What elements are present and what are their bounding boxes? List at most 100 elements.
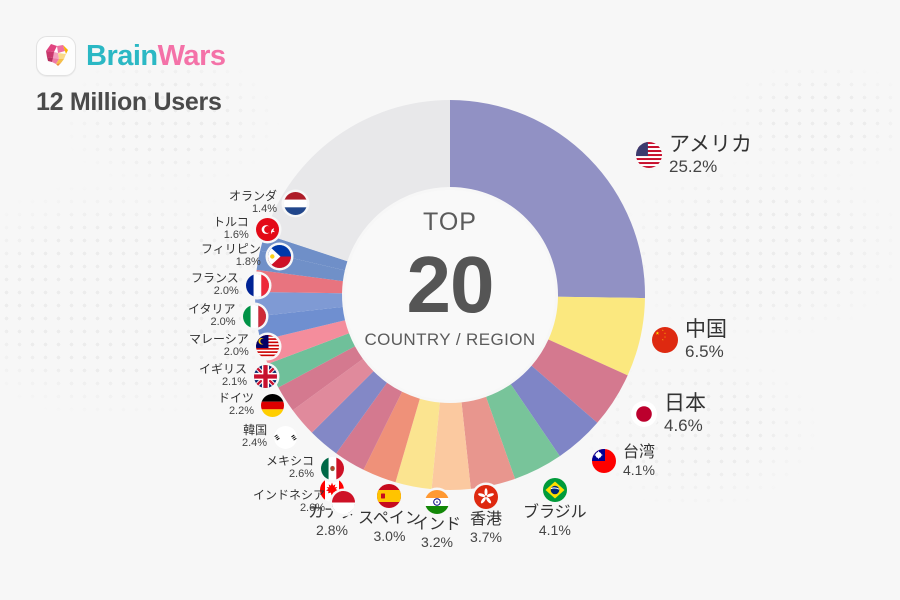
brand-block: BrainWars 12 Million Users <box>36 36 226 117</box>
donut-slice[interactable] <box>278 346 363 411</box>
legend-label: オランダ <box>229 189 278 203</box>
legend-percent: 2.0% <box>210 316 236 329</box>
donut-hole <box>345 190 555 400</box>
legend-item-malaysia[interactable]: マレーシア 2.0% <box>189 332 279 359</box>
legend-item-uk[interactable]: イギリス 2.1% <box>199 362 278 389</box>
kr-flag-icon <box>274 425 298 449</box>
legend-item-korea[interactable]: 韓国 2.4% <box>242 423 298 450</box>
donut-slice[interactable] <box>363 391 420 483</box>
legend-item-indonesia[interactable]: インドネシア 2.6% <box>253 488 356 515</box>
donut-slice[interactable] <box>450 100 645 299</box>
legend-label: イタリア <box>188 302 236 316</box>
legend-item-hongkong[interactable]: 香港 3.7% <box>470 485 502 545</box>
legend-label: 日本 <box>664 392 706 415</box>
legend-percent: 2.0% <box>213 285 239 298</box>
legend-label: ドイツ <box>218 391 255 405</box>
legend-label: スペイン <box>358 510 421 527</box>
center-bottom-label: COUNTRY / REGION <box>364 330 535 349</box>
legend-label: アメリカ <box>669 133 752 156</box>
legend-item-japan[interactable]: 日本 4.6% <box>631 392 706 435</box>
legend-percent: 2.4% <box>242 437 268 450</box>
donut-slice[interactable] <box>264 100 450 262</box>
legend-percent: 25.2% <box>669 156 718 176</box>
ph-flag-icon <box>267 244 291 268</box>
legend-label: 中国 <box>685 318 727 341</box>
donut-slice[interactable] <box>336 382 403 470</box>
tw-flag-icon <box>592 449 616 473</box>
donut-slice[interactable] <box>431 402 471 490</box>
legend-item-canada[interactable]: カナダ 2.8% <box>308 478 356 538</box>
legend-label: メキシコ <box>266 454 315 468</box>
legend-percent: 2.6% <box>299 502 326 515</box>
center-number: 20 <box>407 240 494 329</box>
legend-item-germany[interactable]: ドイツ 2.2% <box>218 391 285 418</box>
legend-label: マレーシア <box>189 332 249 346</box>
legend-percent: 2.8% <box>316 521 348 538</box>
user-count-subtitle: 12 Million Users <box>36 88 222 116</box>
legend-label: フィリピン <box>201 242 261 256</box>
jp-flag-icon <box>631 400 657 427</box>
donut-slice[interactable] <box>255 291 343 317</box>
legend-label: インド <box>413 516 462 533</box>
donut-slice[interactable] <box>311 371 387 454</box>
legend-percent: 6.5% <box>685 341 724 361</box>
donut-slice[interactable] <box>267 333 355 388</box>
donut-slice[interactable] <box>510 365 598 457</box>
legend-item-china[interactable]: 中国 6.5% <box>652 318 727 361</box>
donut-slice[interactable] <box>531 339 628 423</box>
legend-item-brazil[interactable]: ブラジル 4.1% <box>523 478 587 538</box>
donut-slice[interactable] <box>260 234 348 271</box>
gb-flag-icon <box>254 364 278 388</box>
mx-flag-icon <box>321 456 345 480</box>
legend-label: 台湾 <box>623 444 656 461</box>
nl-flag-icon <box>284 191 308 215</box>
donut-chart: TOP 20 COUNTRY / REGION <box>255 100 645 490</box>
legend-item-india[interactable]: インド 3.2% <box>413 490 461 550</box>
legend-item-philippines[interactable]: フィリピン 1.8% <box>201 242 291 269</box>
donut-slice-group <box>255 100 645 490</box>
legend-label: イギリス <box>199 362 248 376</box>
legend-percent: 4.1% <box>623 461 655 478</box>
legend-percent: 1.8% <box>235 256 261 269</box>
cn-flag-icon <box>652 326 678 353</box>
legend-item-mexico[interactable]: メキシコ 2.6% <box>266 454 345 481</box>
donut-slice[interactable] <box>255 269 343 294</box>
hk-flag-icon <box>474 485 498 509</box>
legend-item-taiwan[interactable]: 台湾 4.1% <box>592 444 655 478</box>
id-flag-icon <box>332 490 356 514</box>
legend-percent: 3.2% <box>421 533 453 550</box>
legend-label: 韓国 <box>243 423 268 437</box>
brain-icon <box>42 41 70 72</box>
my-flag-icon <box>255 334 279 358</box>
donut-slice[interactable] <box>461 396 516 489</box>
center-top-label: TOP <box>423 208 477 236</box>
legend-item-turkey[interactable]: トルコ 1.6% <box>213 215 279 242</box>
donut-slice[interactable] <box>292 358 374 433</box>
brand-wordmark: BrainWars <box>86 39 226 72</box>
legend-percent: 3.7% <box>470 528 502 545</box>
app-logo-tile <box>36 36 76 76</box>
legend-item-spain[interactable]: スペイン 3.0% <box>358 484 421 544</box>
legend-percent: 1.6% <box>223 229 249 242</box>
donut-slice[interactable] <box>260 320 349 365</box>
brand-name-part1: Brain <box>86 39 158 72</box>
legend-percent: 4.6% <box>664 415 703 435</box>
legend-item-france[interactable]: フランス 2.0% <box>191 271 269 298</box>
legend-percent: 2.2% <box>228 405 255 418</box>
donut-slice[interactable] <box>548 296 645 376</box>
donut-slice[interactable] <box>256 306 345 341</box>
donut-slice[interactable] <box>486 384 560 479</box>
legend-percent: 2.6% <box>288 468 315 481</box>
legend-item-netherlands[interactable]: オランダ 1.4% <box>229 189 308 216</box>
legend-item-italy[interactable]: イタリア 2.0% <box>188 302 266 329</box>
legend-label: フランス <box>191 271 239 285</box>
legend-label: ブラジル <box>523 504 587 521</box>
donut-slice[interactable] <box>395 398 440 490</box>
es-flag-icon <box>377 484 402 508</box>
it-flag-icon <box>242 304 266 328</box>
in-flag-icon <box>425 490 449 514</box>
legend-item-america[interactable]: アメリカ 25.2% <box>636 133 752 176</box>
br-flag-icon <box>542 478 567 502</box>
us-flag-icon <box>636 141 662 168</box>
